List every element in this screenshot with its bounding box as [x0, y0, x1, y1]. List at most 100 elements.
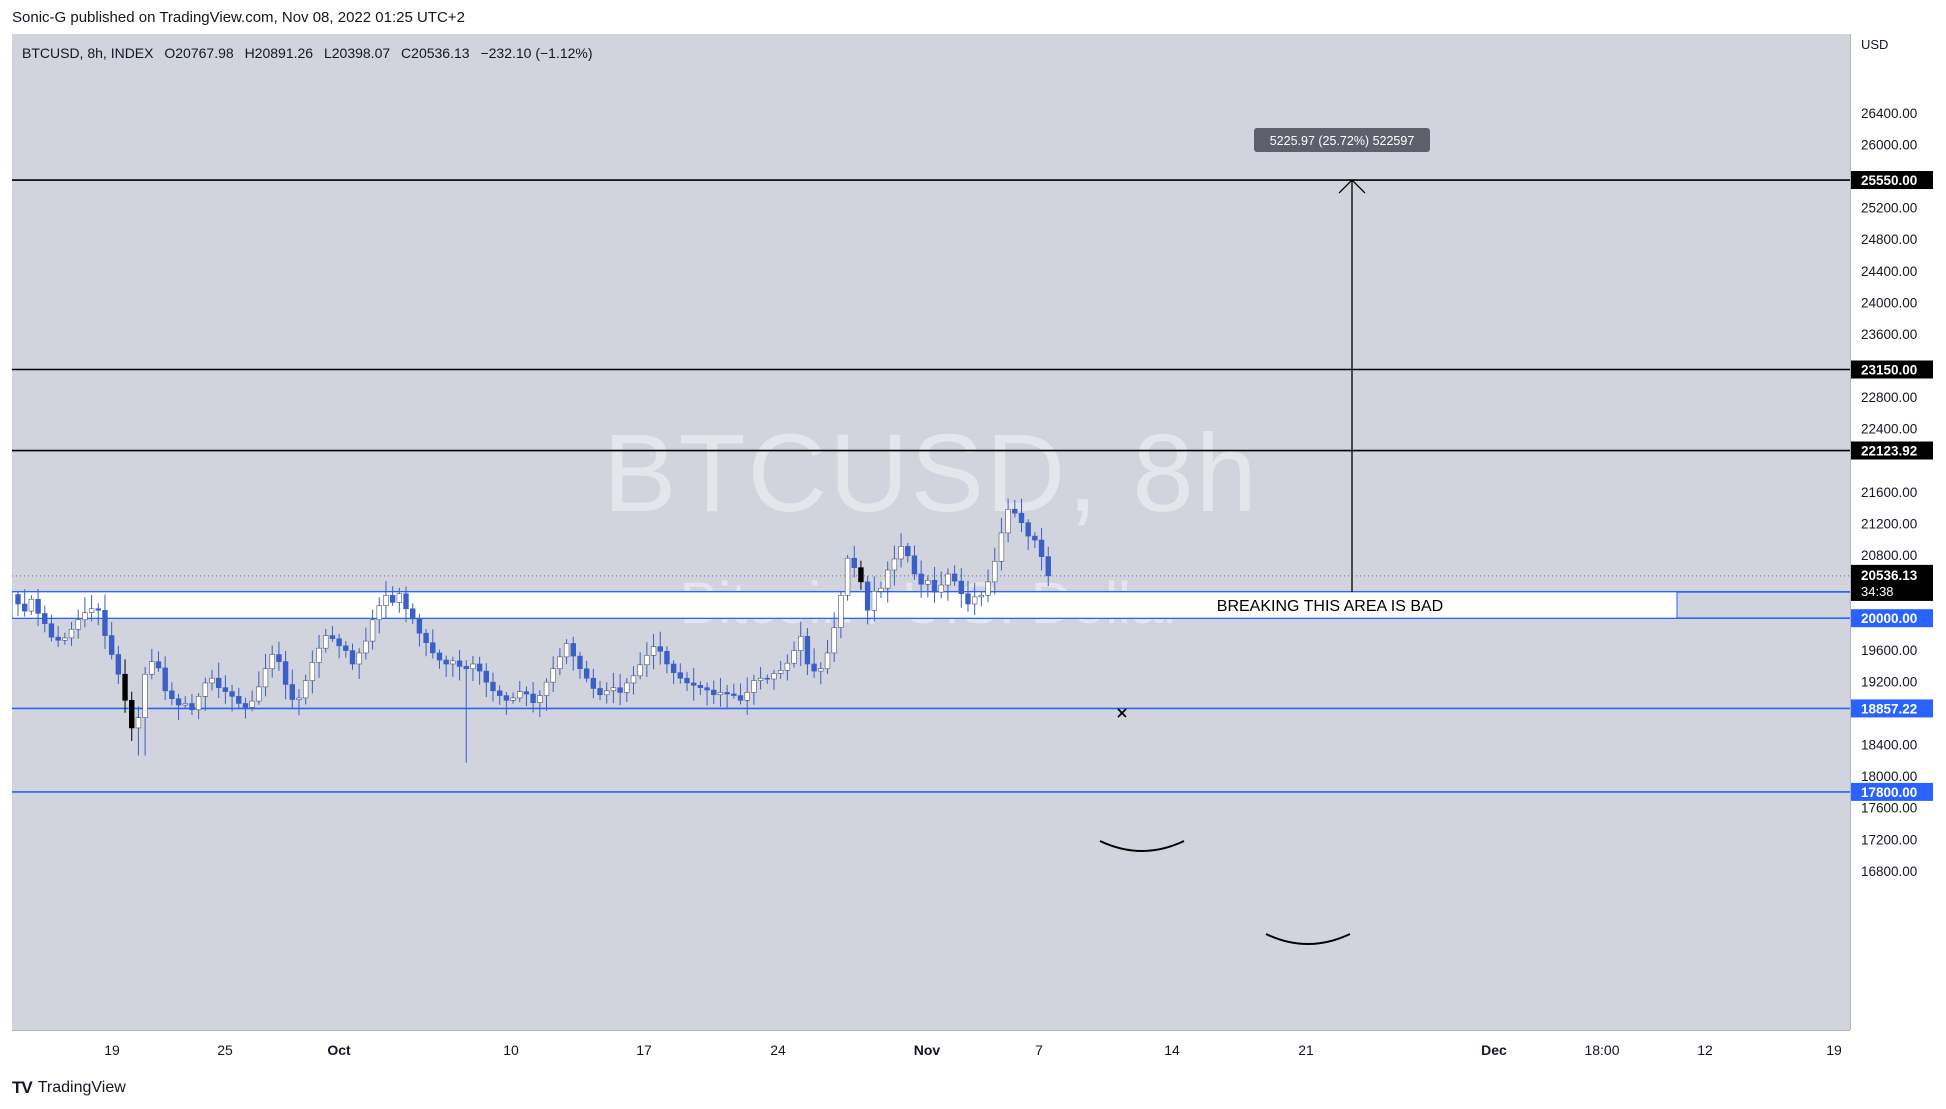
candle-body — [302, 680, 309, 699]
candle-body — [182, 703, 188, 706]
measure-label-box — [1254, 128, 1430, 152]
candle-body — [88, 608, 95, 613]
candle-body — [610, 687, 617, 692]
candle-body — [711, 689, 717, 696]
candle-body — [68, 628, 75, 639]
y-tick-label: 26000.00 — [1861, 138, 1917, 153]
candle-body — [21, 603, 28, 612]
price-chart-svg[interactable]: BREAKING THIS AREA IS BAD 5225.97 (25.72%… — [12, 34, 1850, 1030]
candle-body — [503, 695, 510, 701]
plot-area[interactable]: BTCUSD, 8h Bitcoin / U.S. Dollar BREAKIN… — [12, 34, 1850, 1030]
candle-body — [48, 623, 55, 638]
candle-body — [1025, 522, 1031, 537]
candle-body — [510, 697, 516, 701]
zone-box — [12, 591, 1678, 619]
y-tick-label: 21200.00 — [1861, 516, 1917, 531]
candle-body — [1005, 508, 1011, 534]
x-tick-label: 12 — [1697, 1042, 1713, 1058]
current-price-tag — [1851, 564, 1933, 601]
level-price-label: 18857.22 — [1861, 701, 1917, 716]
x-tick-label: 21 — [1298, 1042, 1314, 1058]
level-price-tag — [1851, 360, 1933, 379]
measure-label: 5225.97 (25.72%) 522597 — [1270, 134, 1415, 148]
candle-body — [189, 703, 195, 711]
x-tick-label: 19 — [1826, 1042, 1842, 1058]
candle-body — [195, 696, 202, 711]
support-arc-icon — [1099, 840, 1185, 852]
price-axis[interactable]: USD 26400.00 26000.00 25200.00 24800.00 24400… — [1850, 34, 1933, 1030]
footer: TV TradingView — [12, 1078, 126, 1098]
cross-mark-icon — [1117, 708, 1127, 718]
candle-body — [871, 591, 878, 611]
chart-container[interactable]: BTCUSD, 8h Bitcoin / U.S. Dollar BREAKIN… — [12, 34, 1933, 1069]
level-price-tag — [1851, 441, 1933, 460]
candle-body — [102, 610, 108, 636]
zone-label: BREAKING THIS AREA IS BAD — [1217, 598, 1443, 615]
x-tick-label: 10 — [503, 1042, 519, 1058]
candle-body — [577, 655, 583, 670]
y-tick-label: 19200.00 — [1861, 674, 1917, 689]
candle-body — [884, 569, 891, 589]
candle-body — [35, 598, 41, 614]
candle-body — [670, 663, 677, 673]
candle-body — [175, 698, 182, 706]
x-tick-label: 25 — [217, 1042, 233, 1058]
candle-body — [343, 645, 349, 651]
candle-body — [483, 670, 489, 683]
legend-open: O20767.98 — [164, 45, 234, 61]
candle-body — [677, 672, 684, 679]
candle-body — [844, 557, 851, 596]
x-tick-label: Nov — [914, 1042, 941, 1058]
y-tick-label: 26400.00 — [1861, 106, 1917, 121]
candle-body — [336, 638, 342, 647]
legend-high: H20891.26 — [244, 45, 314, 61]
candle-body — [557, 656, 563, 670]
level-price-tag — [1851, 699, 1933, 718]
candle-body — [396, 593, 403, 603]
candle-body — [383, 595, 389, 606]
time-axis[interactable]: 19 25 Oct 10 17 24 Nov 7 14 21 Dec 18:00 12 19 — [12, 1030, 1850, 1069]
candle-body — [570, 643, 576, 657]
y-tick-label: 24400.00 — [1861, 264, 1917, 279]
candle-body — [925, 580, 931, 585]
currency-label: USD — [1861, 37, 1888, 52]
candle-body — [690, 682, 697, 686]
level-price-tag — [1851, 171, 1933, 190]
candle-body — [918, 573, 924, 585]
legend-close: C20536.13 — [401, 45, 470, 61]
level-price-label: 25550.00 — [1861, 173, 1917, 188]
candle-body — [931, 580, 938, 593]
candle-body — [309, 662, 316, 681]
level-price-label: 20000.00 — [1861, 611, 1917, 626]
x-tick-label: 14 — [1164, 1042, 1180, 1058]
candle-body — [349, 650, 356, 665]
candle-body — [637, 664, 643, 677]
candle-body — [490, 681, 496, 692]
candle-body — [617, 687, 623, 693]
candle-body — [945, 573, 951, 586]
candle-body — [369, 619, 376, 642]
candle-body — [456, 660, 463, 667]
candle-body — [1038, 539, 1045, 557]
candle-body — [496, 690, 503, 696]
x-tick-label: 24 — [770, 1042, 786, 1058]
candle-body — [436, 652, 443, 661]
x-tick-label: Dec — [1481, 1042, 1507, 1058]
candle-body — [550, 668, 556, 683]
candle-body — [650, 646, 657, 656]
y-tick-label: 18000.00 — [1861, 769, 1917, 784]
level-price-tag — [1851, 609, 1933, 628]
candle-body — [470, 663, 476, 670]
candle-body — [757, 677, 764, 681]
candle-body — [1018, 512, 1025, 523]
candle-body — [604, 690, 610, 696]
candle-body — [316, 647, 322, 663]
candle-body — [764, 677, 770, 680]
legend-symbol[interactable]: BTCUSD, 8h, INDEX — [22, 45, 154, 61]
candle-body — [135, 717, 142, 729]
level-price-label: 17800.00 — [1861, 785, 1917, 800]
y-tick-label: 22800.00 — [1861, 390, 1917, 405]
level-price-label: 23150.00 — [1861, 363, 1917, 378]
candle-body — [951, 573, 958, 582]
candle-body — [423, 632, 429, 643]
